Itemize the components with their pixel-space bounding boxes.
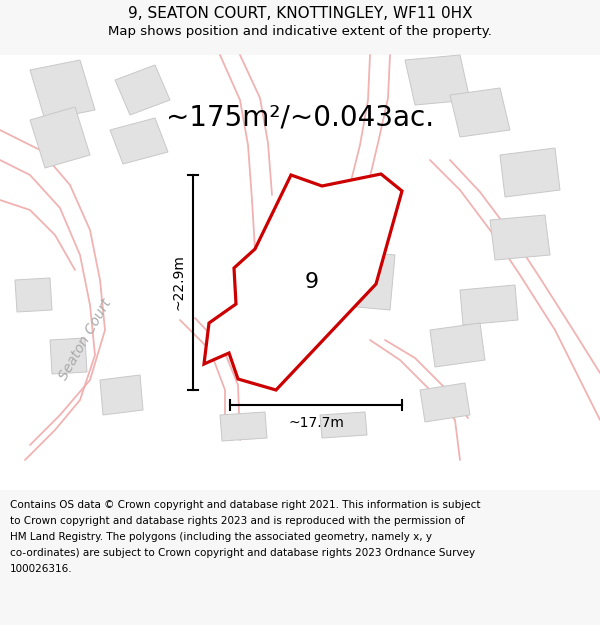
Polygon shape [420,383,470,422]
Text: Contains OS data © Crown copyright and database right 2021. This information is : Contains OS data © Crown copyright and d… [10,500,481,510]
Text: 100026316.: 100026316. [10,564,73,574]
Polygon shape [30,60,95,120]
Polygon shape [100,375,143,415]
Text: Seaton Court: Seaton Court [56,297,114,383]
Polygon shape [110,118,168,164]
Polygon shape [335,250,395,310]
Text: 9: 9 [305,272,319,292]
Polygon shape [15,278,52,312]
Text: ~175m²/~0.043ac.: ~175m²/~0.043ac. [166,104,434,132]
Polygon shape [450,88,510,137]
Text: ~22.9m: ~22.9m [172,254,186,311]
Polygon shape [460,285,518,325]
Polygon shape [115,65,170,115]
Polygon shape [50,338,87,374]
Text: HM Land Registry. The polygons (including the associated geometry, namely x, y: HM Land Registry. The polygons (includin… [10,532,432,542]
Polygon shape [405,55,470,105]
Polygon shape [204,174,402,390]
Polygon shape [500,148,560,197]
Text: ~17.7m: ~17.7m [288,416,344,430]
Text: co-ordinates) are subject to Crown copyright and database rights 2023 Ordnance S: co-ordinates) are subject to Crown copyr… [10,548,475,558]
Polygon shape [220,412,267,441]
Text: Map shows position and indicative extent of the property.: Map shows position and indicative extent… [108,26,492,39]
Bar [0,55,600,490]
Polygon shape [490,215,550,260]
Text: to Crown copyright and database rights 2023 and is reproduced with the permissio: to Crown copyright and database rights 2… [10,516,464,526]
Polygon shape [30,107,90,168]
Polygon shape [430,323,485,367]
Text: 9, SEATON COURT, KNOTTINGLEY, WF11 0HX: 9, SEATON COURT, KNOTTINGLEY, WF11 0HX [128,6,472,21]
Polygon shape [320,412,367,438]
